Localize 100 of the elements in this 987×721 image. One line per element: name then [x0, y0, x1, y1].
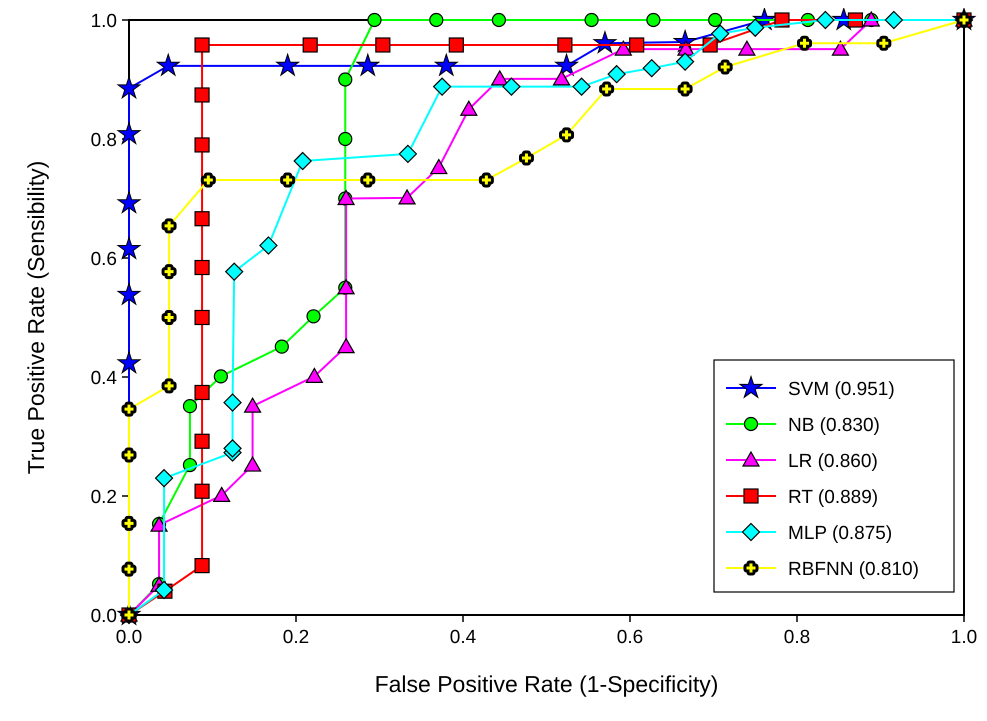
x-tick-label: 0.0 [116, 627, 142, 648]
point [274, 340, 289, 354]
point [194, 37, 210, 53]
point [711, 24, 730, 43]
point [244, 456, 262, 472]
point [194, 87, 210, 103]
point [194, 384, 210, 400]
legend-label: MLP (0.875) [788, 523, 892, 544]
point [154, 469, 174, 488]
point [559, 127, 574, 142]
point [629, 37, 644, 53]
point [194, 211, 210, 226]
point [360, 172, 376, 188]
point [122, 516, 136, 531]
point [356, 54, 380, 76]
point [162, 218, 177, 234]
point [518, 150, 534, 166]
point [367, 12, 382, 28]
point [156, 54, 180, 76]
point [398, 144, 417, 163]
y-tick-label: 0.4 [90, 368, 118, 389]
point [338, 72, 352, 87]
point [118, 237, 140, 259]
point [478, 172, 494, 188]
legend-label: RBFNN (0.810) [788, 559, 919, 580]
point [555, 54, 578, 76]
x-tick-label: 1.0 [950, 627, 978, 648]
point [194, 310, 210, 326]
point [338, 338, 355, 354]
point [876, 36, 892, 51]
point [398, 189, 416, 205]
x-tick-label: 0.6 [616, 627, 644, 648]
point [122, 447, 136, 462]
point [708, 12, 722, 28]
point [162, 378, 177, 394]
point [797, 36, 812, 51]
point [816, 10, 834, 30]
point [492, 12, 506, 28]
point [502, 78, 521, 96]
legend-label: LR (0.860) [788, 451, 878, 472]
point [118, 282, 140, 305]
point [214, 369, 228, 384]
legend-label: RT (0.889) [788, 487, 878, 508]
point [676, 52, 694, 71]
point [194, 484, 210, 499]
point [678, 82, 693, 97]
point [194, 558, 210, 574]
y-axis-title: True Positive Rate (Sensibility) [23, 160, 49, 474]
y-tick-label: 0.6 [90, 249, 117, 270]
point [434, 54, 458, 76]
point [460, 100, 478, 116]
point [599, 82, 614, 97]
point [593, 31, 616, 54]
point [430, 158, 448, 174]
point [194, 260, 210, 276]
x-tick-label: 0.2 [282, 627, 310, 648]
point [491, 70, 508, 86]
point [244, 398, 262, 413]
y-tick-label: 0.2 [90, 487, 117, 508]
point [122, 402, 136, 417]
point [572, 78, 591, 96]
legend-label: NB (0.830) [788, 415, 880, 436]
x-axis-title: False Positive Rate (1-Specificity) [374, 671, 718, 697]
x-tick-label: 0.8 [784, 627, 810, 648]
point [225, 262, 244, 281]
point [884, 10, 903, 30]
point [294, 152, 312, 170]
point [118, 122, 140, 144]
point [118, 191, 140, 214]
point [223, 393, 242, 412]
point [448, 37, 464, 53]
point [584, 12, 599, 28]
point [557, 37, 572, 53]
point [118, 351, 140, 374]
point [832, 40, 850, 56]
point [552, 70, 570, 86]
legend-label: SVM (0.951) [788, 379, 895, 400]
point [306, 309, 321, 324]
point [646, 12, 660, 28]
point [302, 37, 318, 53]
point [280, 172, 296, 188]
point [162, 264, 177, 280]
point [194, 137, 210, 153]
point [608, 65, 626, 84]
point [738, 40, 756, 56]
point [276, 54, 300, 76]
point [259, 236, 278, 255]
point [154, 580, 174, 600]
y-tick-label: 1.0 [90, 11, 117, 32]
x-tick-label: 0.4 [450, 627, 477, 648]
point [338, 132, 352, 146]
point [223, 439, 242, 458]
point [642, 59, 661, 78]
point [429, 12, 444, 28]
point [306, 368, 323, 384]
point [162, 310, 177, 325]
point [122, 562, 136, 577]
point [433, 78, 452, 96]
y-tick-label: 0.8 [90, 130, 117, 151]
point [375, 37, 390, 53]
